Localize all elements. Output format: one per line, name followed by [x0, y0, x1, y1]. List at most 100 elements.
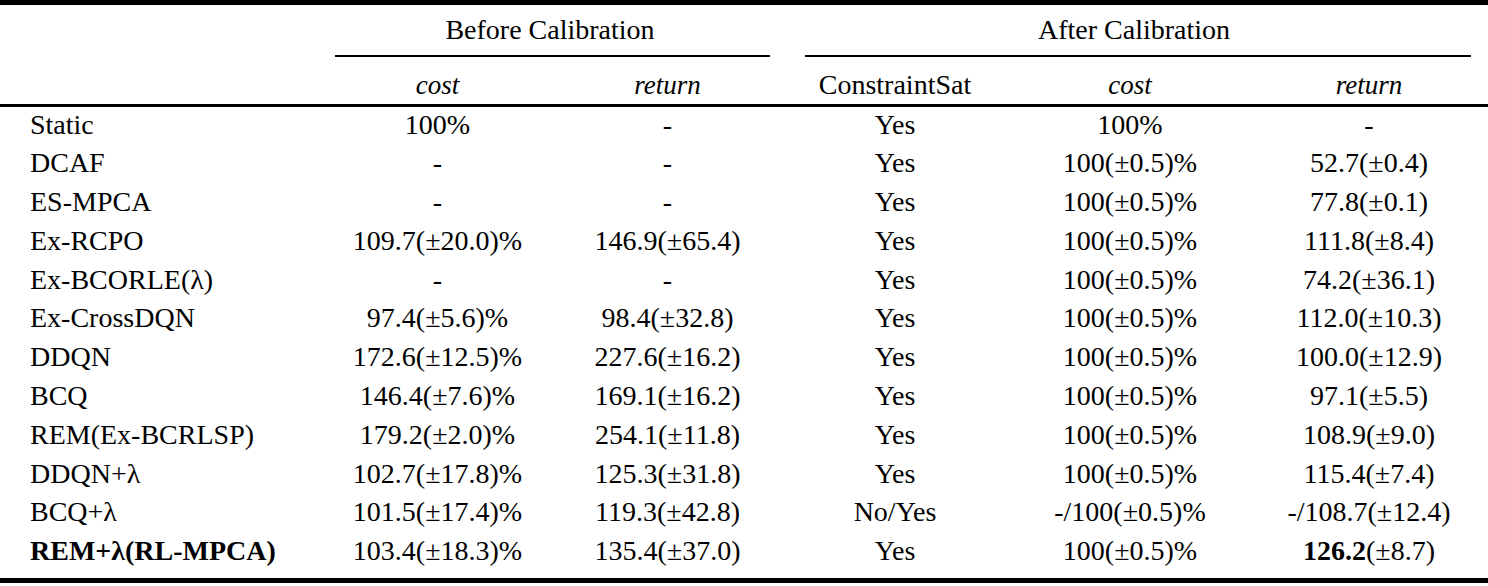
cell-constraint-sat: Yes [780, 260, 1010, 299]
cell-constraint-sat: Yes [780, 105, 1010, 144]
cell-method: Static [0, 105, 320, 144]
col-header-before-return: return [555, 67, 780, 105]
table-row-dcaf: DCAF - - Yes 100(±0.5)% 52.7(±0.4) [0, 144, 1488, 183]
cell-method: Ex-CrossDQN [0, 299, 320, 338]
table-row-ex-crossdqn: Ex-CrossDQN 97.4(±5.6)% 98.4(±32.8) Yes … [0, 299, 1488, 338]
before-group-rule-cell [320, 55, 780, 67]
cell-after-return: 108.9(±9.0) [1250, 415, 1488, 454]
cell-before-return: - [555, 105, 780, 144]
cell-constraint-sat: No/Yes [780, 493, 1010, 532]
col-header-before-cost: cost [320, 67, 555, 105]
cell-method: REM+λ(RL-MPCA) [0, 532, 320, 571]
cell-method: REM(Ex-BCRLSP) [0, 415, 320, 454]
cell-after-cost: 100(±0.5)% [1010, 299, 1250, 338]
cell-before-cost: - [320, 183, 555, 222]
cell-before-cost: 172.6(±12.5)% [320, 338, 555, 377]
col-header-after-cost: cost [1010, 67, 1250, 105]
group-header-before-calibration: Before Calibration [320, 5, 780, 55]
method-column-blank-header [0, 5, 320, 55]
cell-after-return: 115.4(±7.4) [1250, 454, 1488, 493]
cell-before-cost: 97.4(±5.6)% [320, 299, 555, 338]
cell-before-return: 125.3(±31.8) [555, 454, 780, 493]
table-row-rem-ex-bcrlsp: REM(Ex-BCRLSP) 179.2(±2.0)% 254.1(±11.8)… [0, 415, 1488, 454]
cell-constraint-sat: Yes [780, 338, 1010, 377]
cell-after-cost: 100(±0.5)% [1010, 183, 1250, 222]
cell-after-return: 97.1(±5.5) [1250, 377, 1488, 416]
cell-method: DDQN [0, 338, 320, 377]
paper-results-table-page: Before Calibration After Calibration cos… [0, 0, 1488, 586]
method-column-header [0, 67, 320, 105]
cell-constraint-sat: Yes [780, 415, 1010, 454]
table-row-ex-rcpo: Ex-RCPO 109.7(±20.0)% 146.9(±65.4) Yes 1… [0, 221, 1488, 260]
cell-constraint-sat: Yes [780, 183, 1010, 222]
cell-after-return: 77.8(±0.1) [1250, 183, 1488, 222]
cell-before-return: 98.4(±32.8) [555, 299, 780, 338]
cell-after-return: 112.0(±10.3) [1250, 299, 1488, 338]
cell-before-return: 227.6(±16.2) [555, 338, 780, 377]
table-row-rem-lambda-rl-mpca: REM+λ(RL-MPCA) 103.4(±18.3)% 135.4(±37.0… [0, 532, 1488, 571]
cell-constraint-sat: Yes [780, 377, 1010, 416]
cell-constraint-sat: Yes [780, 299, 1010, 338]
cell-method: BCQ+λ [0, 493, 320, 532]
cell-after-cost: -/100(±0.5)% [1010, 493, 1250, 532]
cell-before-cost: 103.4(±18.3)% [320, 532, 555, 571]
cell-before-return: 254.1(±11.8) [555, 415, 780, 454]
table-row-ddqn: DDQN 172.6(±12.5)% 227.6(±16.2) Yes 100(… [0, 338, 1488, 377]
cell-after-return: 126.2(±8.7) [1250, 532, 1488, 571]
cell-before-cost: 100% [320, 105, 555, 144]
table-row-static: Static 100% - Yes 100% - [0, 105, 1488, 144]
cell-before-return: 135.4(±37.0) [555, 532, 780, 571]
col-header-after-return: return [1250, 67, 1488, 105]
after-group-rule-cell [780, 55, 1488, 67]
cell-constraint-sat: Yes [780, 532, 1010, 571]
cell-after-return: -/108.7(±12.4) [1250, 493, 1488, 532]
cell-method: DDQN+λ [0, 454, 320, 493]
cell-constraint-sat: Yes [780, 454, 1010, 493]
results-table: Before Calibration After Calibration cos… [0, 5, 1488, 571]
cell-before-return: - [555, 144, 780, 183]
table-row-bcq: BCQ 146.4(±7.6)% 169.1(±16.2) Yes 100(±0… [0, 377, 1488, 416]
cell-after-cost: 100(±0.5)% [1010, 260, 1250, 299]
group-rule-row [0, 55, 1488, 67]
before-group-rule [335, 55, 770, 57]
table-row-ex-bcorle: Ex-BCORLE(λ) - - Yes 100(±0.5)% 74.2(±36… [0, 260, 1488, 299]
cell-before-return: 146.9(±65.4) [555, 221, 780, 260]
cell-before-cost: 101.5(±17.4)% [320, 493, 555, 532]
table-row-es-mpca: ES-MPCA - - Yes 100(±0.5)% 77.8(±0.1) [0, 183, 1488, 222]
cell-method: Ex-BCORLE(λ) [0, 260, 320, 299]
cell-after-cost: 100(±0.5)% [1010, 532, 1250, 571]
cell-before-cost: 179.2(±2.0)% [320, 415, 555, 454]
cell-after-return: - [1250, 105, 1488, 144]
rule-spacer [0, 55, 320, 67]
cell-before-cost: 102.7(±17.8)% [320, 454, 555, 493]
cell-after-return: 52.7(±0.4) [1250, 144, 1488, 183]
cell-method: Ex-RCPO [0, 221, 320, 260]
cell-after-cost: 100% [1010, 105, 1250, 144]
cell-before-cost: - [320, 144, 555, 183]
cell-before-cost: 109.7(±20.0)% [320, 221, 555, 260]
cell-after-cost: 100(±0.5)% [1010, 221, 1250, 260]
cell-before-return: 119.3(±42.8) [555, 493, 780, 532]
cell-method: BCQ [0, 377, 320, 416]
cell-before-cost: 146.4(±7.6)% [320, 377, 555, 416]
after-group-rule [805, 55, 1471, 57]
cell-after-cost: 100(±0.5)% [1010, 338, 1250, 377]
table-row-bcq-lambda: BCQ+λ 101.5(±17.4)% 119.3(±42.8) No/Yes … [0, 493, 1488, 532]
cell-method: ES-MPCA [0, 183, 320, 222]
column-header-row: cost return ConstraintSat cost return [0, 67, 1488, 105]
best-return-value: 126.2 [1303, 535, 1366, 566]
cell-after-return: 100.0(±12.9) [1250, 338, 1488, 377]
cell-after-cost: 100(±0.5)% [1010, 377, 1250, 416]
cell-after-return: 74.2(±36.1) [1250, 260, 1488, 299]
table-bottom-rule [0, 578, 1488, 583]
cell-constraint-sat: Yes [780, 221, 1010, 260]
group-header-after-calibration: After Calibration [780, 5, 1488, 55]
col-header-constraint-sat: ConstraintSat [780, 67, 1010, 105]
cell-after-cost: 100(±0.5)% [1010, 415, 1250, 454]
cell-method: DCAF [0, 144, 320, 183]
cell-before-cost: - [320, 260, 555, 299]
cell-before-return: 169.1(±16.2) [555, 377, 780, 416]
table-row-ddqn-lambda: DDQN+λ 102.7(±17.8)% 125.3(±31.8) Yes 10… [0, 454, 1488, 493]
group-header-row: Before Calibration After Calibration [0, 5, 1488, 55]
cell-before-return: - [555, 260, 780, 299]
